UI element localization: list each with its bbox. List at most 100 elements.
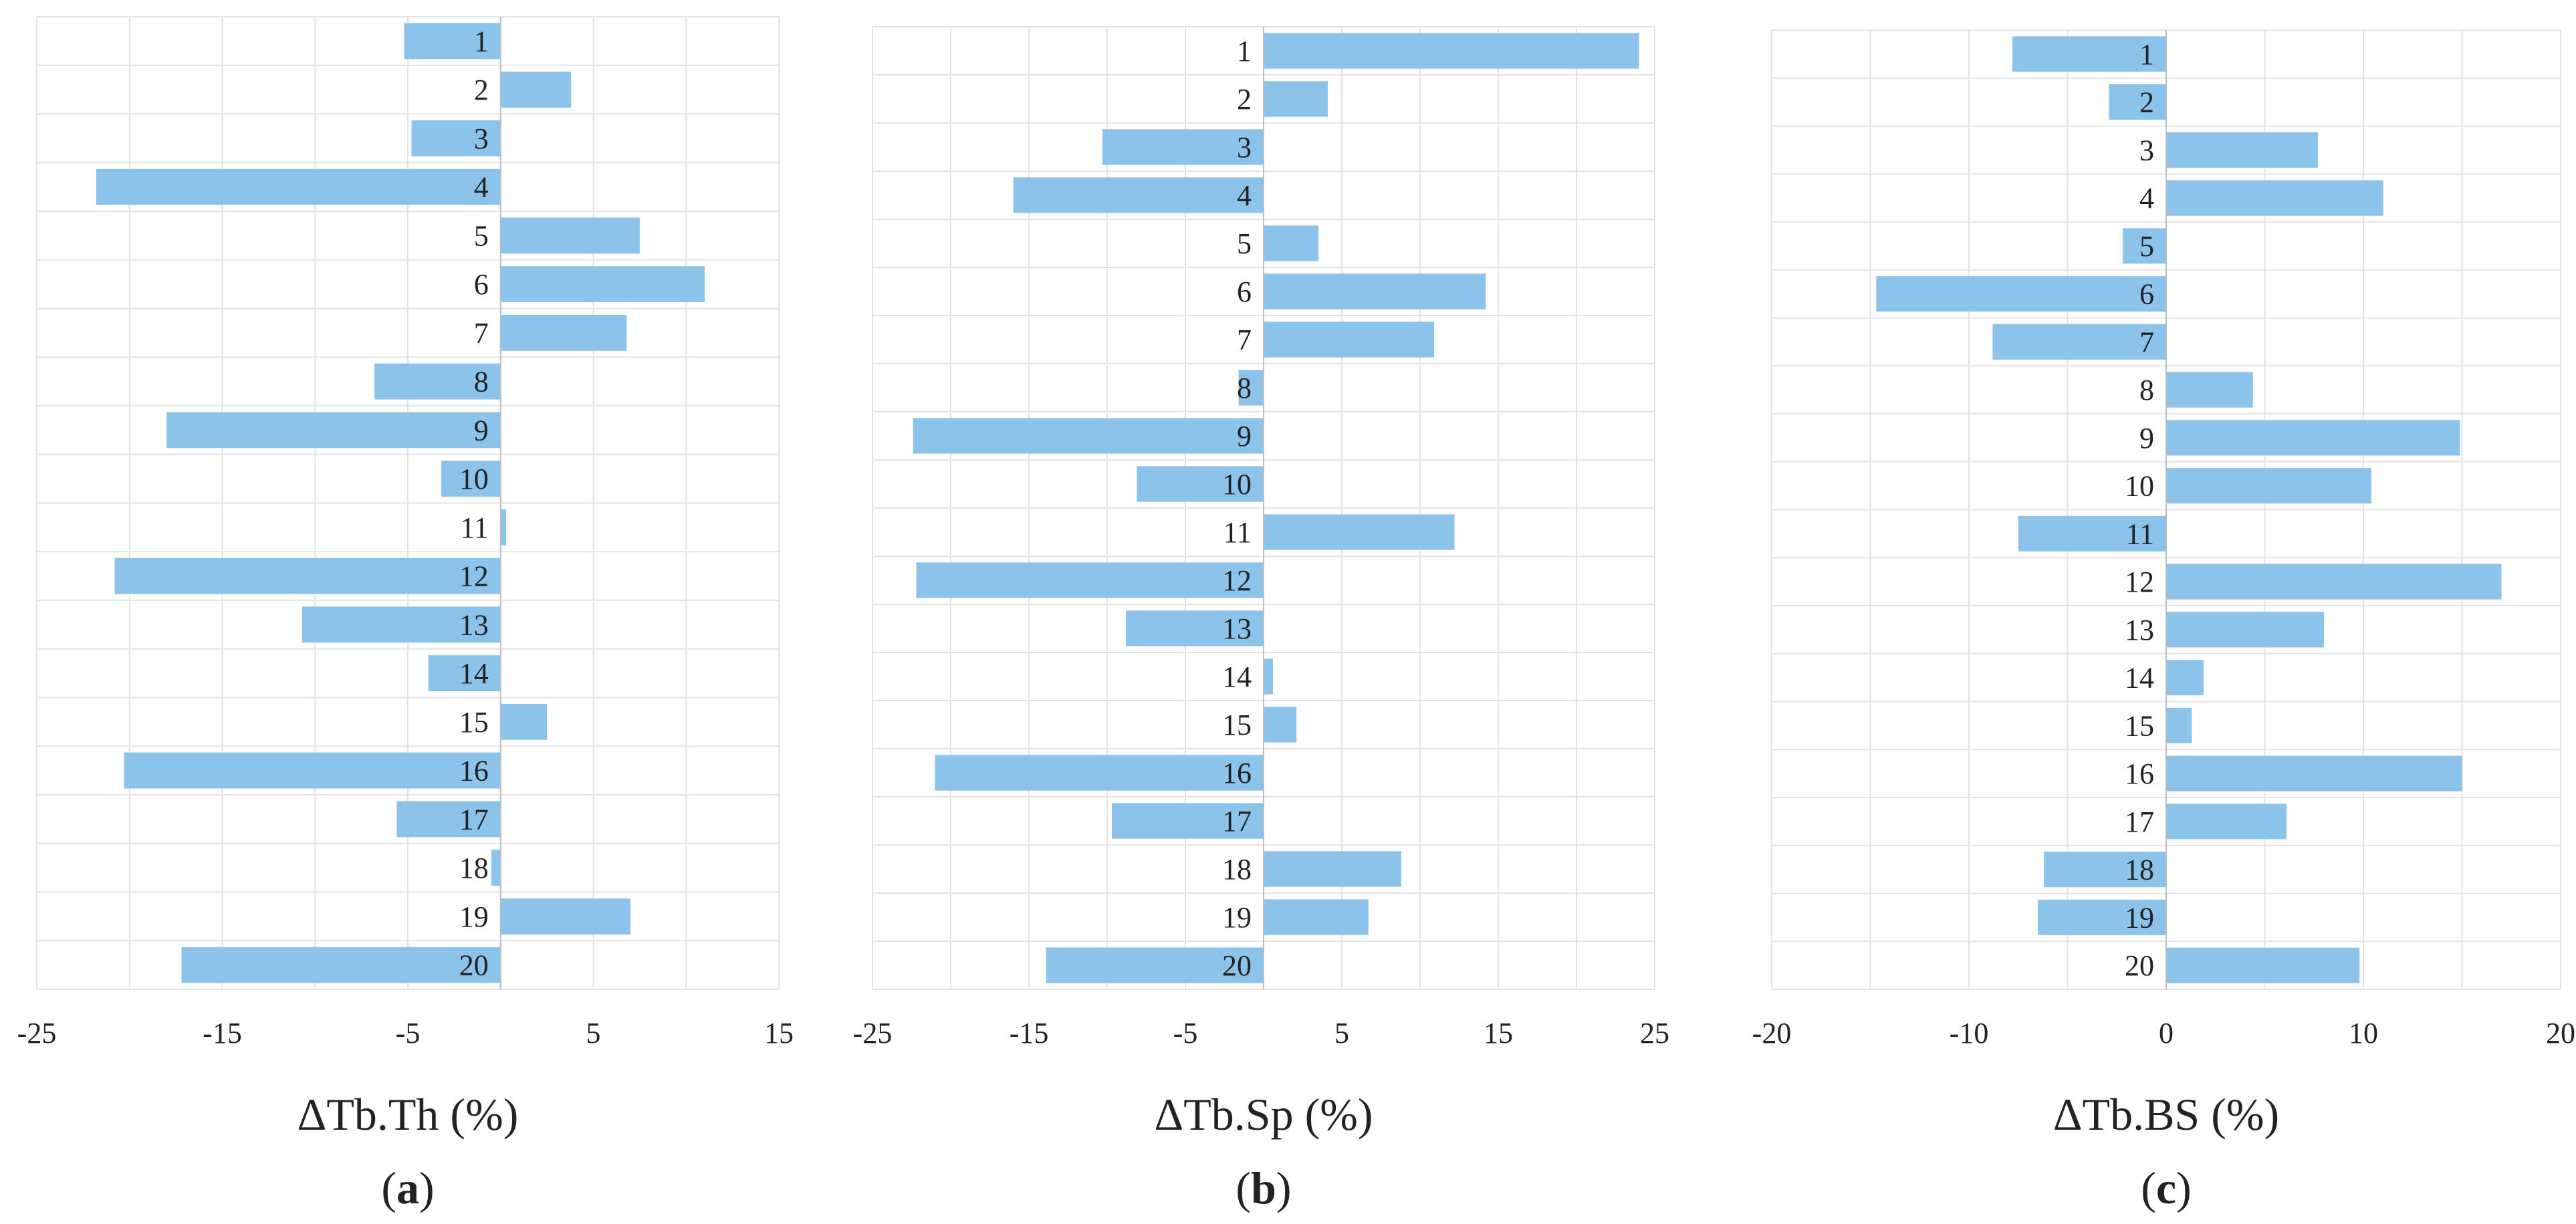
bar-7 [1992, 324, 2166, 360]
bar-18 [491, 850, 501, 886]
bar-15 [2166, 707, 2192, 743]
category-label: 9 [1237, 420, 1252, 453]
category-label: 18 [459, 852, 489, 884]
bar-19 [2038, 899, 2166, 935]
category-label: 4 [474, 171, 489, 204]
category-label: 13 [1222, 612, 1252, 645]
category-label: 12 [1222, 564, 1252, 597]
category-label: 14 [1222, 660, 1252, 693]
bar-17 [2166, 804, 2287, 840]
bar-20 [1046, 947, 1264, 983]
category-label: 8 [1237, 372, 1252, 404]
category-label: 1 [2139, 38, 2154, 71]
category-label: 16 [2125, 757, 2154, 790]
bar-9 [166, 412, 501, 449]
category-label: 20 [2125, 949, 2154, 982]
category-label: 11 [1223, 516, 1252, 549]
bar-6 [1264, 273, 1486, 310]
category-label: 14 [2125, 662, 2154, 695]
category-label: 13 [2125, 614, 2154, 646]
category-label: 15 [459, 706, 489, 739]
panel-label-letter: a [396, 1162, 419, 1213]
bar-8 [1238, 370, 1264, 406]
category-label: 4 [2139, 182, 2154, 215]
x-axis-label: ΔTb.Th (%) [298, 1089, 519, 1140]
bar-18 [2044, 852, 2166, 888]
bar-16 [935, 755, 1264, 791]
x-tick-label: -25 [17, 1017, 57, 1050]
x-tick-label: -5 [396, 1017, 421, 1050]
bar-15 [500, 703, 548, 740]
category-label: 8 [474, 366, 489, 398]
x-tick-label: -10 [1950, 1017, 1989, 1050]
x-tick-label: 5 [1334, 1017, 1349, 1050]
category-label: 14 [459, 657, 489, 690]
category-label: 6 [474, 268, 489, 301]
category-label: 16 [459, 755, 489, 787]
bar-11 [1264, 514, 1455, 550]
x-axis-label: ΔTb.Sp (%) [1154, 1089, 1373, 1140]
category-label: 5 [2139, 230, 2154, 263]
category-label: 10 [459, 463, 489, 495]
bar-3 [411, 120, 501, 156]
bar-6 [500, 266, 705, 303]
category-label: 3 [1237, 131, 1252, 164]
bar-8 [374, 363, 501, 400]
category-label: 7 [1237, 324, 1252, 356]
panel-label-open: ( [381, 1162, 396, 1213]
category-label: 20 [459, 949, 489, 982]
bar-12 [114, 558, 501, 594]
category-label: 19 [459, 900, 489, 933]
category-label: 15 [1222, 709, 1252, 741]
bar-13 [2166, 612, 2324, 648]
category-label: 18 [1222, 853, 1252, 886]
panel-label-close: ) [1276, 1162, 1292, 1213]
bar-11 [500, 509, 507, 545]
bar-19 [1264, 899, 1369, 935]
bar-16 [124, 752, 501, 789]
category-label: 20 [1222, 949, 1252, 982]
bar-17 [396, 801, 501, 838]
bar-1 [404, 23, 501, 59]
category-label: 19 [2125, 901, 2154, 934]
panel-label-letter: b [1251, 1162, 1276, 1213]
category-label: 16 [1222, 757, 1252, 789]
x-tick-label: -5 [1173, 1017, 1198, 1050]
panel-label: (a) [381, 1162, 434, 1213]
bar-12 [916, 562, 1264, 598]
x-tick-label: -20 [1752, 1017, 1792, 1050]
panel-label-letter: c [2156, 1162, 2176, 1213]
bar-8 [2166, 372, 2253, 408]
bar-15 [1264, 707, 1297, 743]
category-label: 12 [459, 560, 489, 593]
x-tick-label: 15 [1484, 1017, 1513, 1050]
panel-label-open: ( [1236, 1162, 1251, 1213]
bar-5 [1264, 225, 1318, 261]
bar-10 [2166, 468, 2371, 504]
x-tick-label: 25 [1640, 1017, 1669, 1050]
category-label: 6 [2139, 278, 2154, 311]
bar-4 [1013, 177, 1264, 213]
bar-1 [2012, 36, 2166, 72]
category-label: 15 [2125, 709, 2154, 742]
bar-2 [500, 72, 572, 108]
category-label: 7 [2139, 326, 2154, 358]
bar-7 [500, 314, 627, 351]
bar-13 [302, 606, 501, 643]
category-label: 17 [1222, 805, 1252, 838]
category-label: 2 [2139, 86, 2154, 119]
category-label: 13 [459, 608, 489, 641]
category-label: 1 [1237, 35, 1252, 68]
category-label: 19 [1222, 901, 1252, 934]
category-label: 10 [1222, 468, 1252, 501]
bar-4 [96, 168, 501, 205]
category-label: 7 [474, 317, 489, 350]
bar-4 [2166, 180, 2383, 216]
x-axis-label: ΔTb.BS (%) [2053, 1089, 2279, 1140]
x-tick-label: 20 [2546, 1017, 2575, 1050]
x-tick-label: 5 [586, 1017, 601, 1050]
